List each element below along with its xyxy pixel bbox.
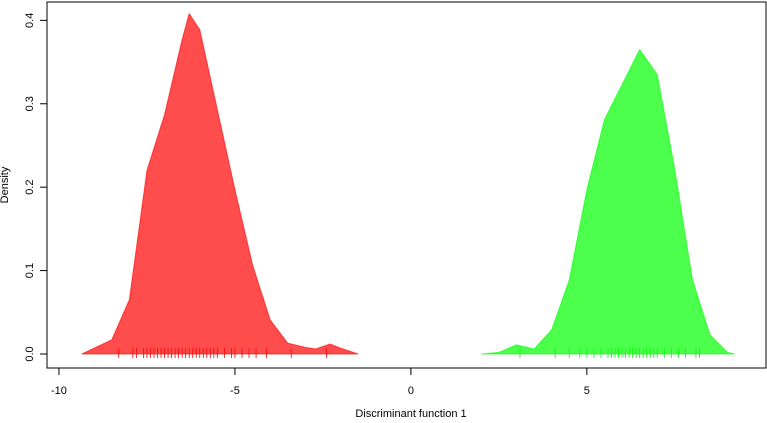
y-tick-label: 0.4 — [24, 13, 36, 28]
x-tick-label: -10 — [51, 385, 67, 397]
y-tick-label: 0.2 — [24, 180, 36, 195]
y-tick-label: 0.0 — [24, 346, 36, 361]
plot-frame — [46, 1, 767, 369]
y-tick-label: 0.1 — [24, 263, 36, 278]
x-tick-label: 5 — [584, 385, 590, 397]
density-area — [480, 49, 736, 355]
x-tick-label: 0 — [408, 385, 414, 397]
y-tick-label: 0.3 — [24, 96, 36, 111]
x-axis-label: Discriminant function 1 — [355, 408, 466, 420]
y-axis-label: Density — [0, 166, 11, 203]
density-area — [81, 13, 359, 355]
x-tick-label: -5 — [230, 385, 240, 397]
